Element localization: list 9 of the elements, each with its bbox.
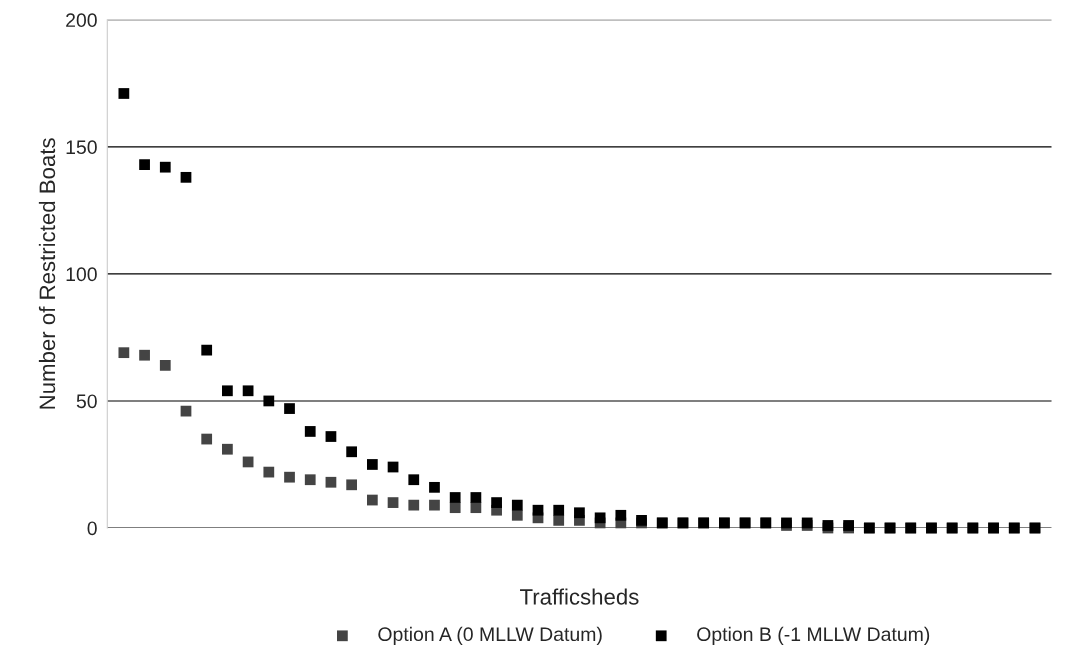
y-tick-label: 200 [66, 13, 97, 28]
y-axis-title: Number of Restricted Boats [38, 138, 56, 409]
y-tick-label: 100 [66, 267, 97, 282]
legend-label: Option B (-1 MLLW Datum) [697, 626, 930, 645]
y-tick-label: 0 [87, 521, 97, 536]
x-axis-title: Trafficsheds [520, 588, 639, 605]
legend-label: Option A (0 MLLW Datum) [378, 626, 602, 645]
y-tick-label: 50 [76, 394, 97, 409]
y-tick-label: 150 [66, 140, 97, 155]
